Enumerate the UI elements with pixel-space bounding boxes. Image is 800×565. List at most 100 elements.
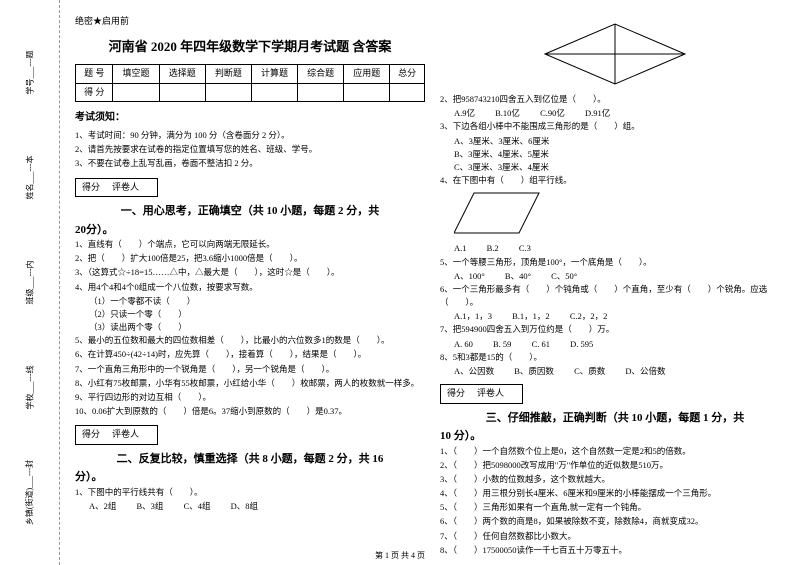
section-2-heading-2: 分）。	[75, 469, 425, 486]
sub-option: A、3厘米、3厘米、6厘米	[454, 135, 790, 148]
opt-a: A、100°	[454, 271, 485, 281]
th: 总分	[390, 65, 425, 84]
scorer-box: 得分 评卷人	[75, 178, 158, 198]
opt-d: D、公倍数	[625, 366, 665, 376]
question: 5、一个等腰三角形，顶角是100°，一个底角是（ ）。	[440, 256, 790, 269]
scorer-box: 得分评卷人	[75, 425, 158, 445]
score-label: 得分	[447, 388, 465, 398]
question: 1、下图中的平行线共有（ ）。	[75, 486, 425, 499]
opt-c: C. 61	[532, 339, 550, 349]
options: A.1，1，3 B.1，1，2 C.2，2，2	[454, 310, 790, 323]
options: A.9亿 B.10亿 C.90亿 D.91亿	[454, 107, 790, 120]
question: 6、一个三角形最多有（ ）个钝角或（ ）个直角，至少有（ ）个锐角。应选（ ）。	[440, 283, 790, 309]
sub-question: （1）一个零都不读（ ）	[89, 295, 425, 308]
opt-a: A、公因数	[454, 366, 494, 376]
secret-label: 绝密★启用前	[75, 15, 425, 29]
question: 9、平行四边形的对边互相（ ）。	[75, 391, 425, 404]
opt-b: B.1，1，2	[512, 311, 550, 321]
opt-c: C、质数	[574, 366, 605, 376]
section-2-questions: 1、下图中的平行线共有（ ）。 A、2组 B、3组 C、4组 D、8组	[75, 486, 425, 513]
options: A.1 B.2 C.3	[454, 242, 790, 255]
binding-field-4: 学校___---线	[24, 366, 35, 410]
marker-label: 评卷人	[112, 182, 139, 192]
rhombus-diagram-icon	[525, 19, 705, 89]
opt-b: B.10亿	[495, 108, 520, 118]
th: 题 号	[76, 65, 113, 84]
marker-label: 评卷人	[112, 429, 139, 439]
question: 6、（ ）两个数的商是8，如果被除数不变，除数除4，商就变成32。	[440, 515, 790, 528]
notice-item: 3、不要在试卷上乱写乱画，卷面不整洁扣 2 分。	[75, 157, 425, 170]
th: 选择题	[159, 65, 205, 84]
question: 1、（ ）一个自然数个位上是0，这个自然数一定是2和5的倍数。	[440, 445, 790, 458]
th: 填空题	[113, 65, 159, 84]
options: A、100° B、40° C、50°	[454, 270, 790, 283]
question: 5、（ ）三角形如果有一个直角,就一定有一个钝角。	[440, 501, 790, 514]
section-3-heading: 三、仔细推敲，正确判断（共 10 小题，每题 1 分，共	[440, 410, 790, 427]
binding-field-2: 姓名___---本	[24, 156, 35, 200]
section-2-questions-cont: 2、把958743210四舍五入到亿位是（ ）。 A.9亿 B.10亿 C.90…	[440, 93, 790, 378]
th: 综合题	[298, 65, 344, 84]
question: 3、（这算式☆÷18=15……△中，△最大是（ ），这时☆是（ ）。	[75, 266, 425, 279]
question: 5、最小的五位数和最大的四位数相差（ ），比最小的六位数多1的数是（ ）。	[75, 334, 425, 347]
opt-a: A. 60	[454, 339, 473, 349]
td	[251, 83, 297, 102]
question: 8、5和3都是15的（ ）。	[440, 351, 790, 364]
td	[390, 83, 425, 102]
question: 1、直线有（ ）个端点，它可以向两端无限延长。	[75, 238, 425, 251]
section-3-questions: 1、（ ）一个自然数个位上是0，这个自然数一定是2和5的倍数。 2、（ ）把50…	[440, 445, 790, 557]
opt-b: B、3组	[137, 501, 164, 511]
question: 7、把594900四舍五入到万位约是（ ）万。	[440, 323, 790, 336]
section-2-heading: 二、反复比较，慎重选择（共 8 小题，每题 2 分，共 16	[75, 451, 425, 468]
question: 7、一个直角三角形中的一个锐角是（ ），另一个锐角是（ ）。	[75, 363, 425, 376]
sub-option: B、3厘米、4厘米、5厘米	[454, 148, 790, 161]
notice-item: 1、考试时间：90 分钟，满分为 100 分（含卷面分 2 分）。	[75, 129, 425, 142]
marker-label: 评卷人	[477, 388, 504, 398]
td	[113, 83, 159, 102]
th: 判断题	[205, 65, 251, 84]
td	[205, 83, 251, 102]
sub-question: （3）读出两个零（ ）	[89, 321, 425, 334]
td: 得 分	[76, 83, 113, 102]
opt-b: B.2	[487, 243, 499, 253]
td	[344, 83, 390, 102]
section-1-heading-2: 20分）。	[75, 222, 425, 239]
opt-a: A、2组	[89, 501, 116, 511]
th: 应用题	[344, 65, 390, 84]
content-area: 绝密★启用前 河南省 2020 年四年级数学下学期月考试题 含答案 题 号 填空…	[60, 0, 800, 565]
opt-a: A.1，1，3	[454, 311, 492, 321]
td	[298, 83, 344, 102]
question: 2、把958743210四舍五入到亿位是（ ）。	[440, 93, 790, 106]
question: 4、（ ）用三根分别长4厘米、6厘米和9厘米的小棒能摆成一个三角形。	[440, 487, 790, 500]
opt-b: B、40°	[505, 271, 531, 281]
binding-field-5: 乡镇(街道)___---封	[24, 460, 35, 525]
opt-d: D.91亿	[585, 108, 610, 118]
parallelogram-icon	[454, 188, 544, 238]
question: 8、小红有75枚邮票，小华有55枚邮票，小红给小华（ ）枚邮票，两人的枚数就一样…	[75, 377, 425, 390]
score-label: 得分	[82, 182, 100, 192]
opt-b: B. 59	[493, 339, 511, 349]
options: A. 60 B. 59 C. 61 D. 595	[454, 338, 790, 351]
opt-d: D、8组	[231, 501, 258, 511]
exam-page: 学号___---题 姓名___---本 班级___---内 学校___---线 …	[0, 0, 800, 565]
notice-item: 2、请首先按要求在试卷的指定位置填写您的姓名、班级、学号。	[75, 143, 425, 156]
opt-d: D. 595	[570, 339, 593, 349]
td	[159, 83, 205, 102]
question: 7、（ ）任何自然数都比小数大。	[440, 530, 790, 543]
notice-heading: 考试须知：	[75, 110, 425, 125]
opt-c: C.90亿	[540, 108, 565, 118]
sub-option: C、3厘米、3厘米、4厘米	[454, 161, 790, 174]
question: 6、在计算450÷(42÷14)时，应先算（ ），接着算（ ），结果是（ ）。	[75, 348, 425, 361]
opt-c: C、4组	[184, 501, 211, 511]
binding-field-1: 学号___---题	[24, 51, 35, 95]
th: 计算题	[251, 65, 297, 84]
section-3-heading-2: 10 分）。	[440, 428, 790, 445]
options: A、2组 B、3组 C、4组 D、8组	[89, 500, 425, 513]
question: 4、用4个4和4个0组成一个八位数，按要求写数。	[75, 281, 425, 294]
page-footer: 第 1 页 共 4 页	[0, 550, 800, 561]
opt-c: C.2，2，2	[570, 311, 608, 321]
exam-title: 河南省 2020 年四年级数学下学期月考试题 含答案	[75, 37, 425, 57]
binding-margin: 学号___---题 姓名___---本 班级___---内 学校___---线 …	[0, 0, 60, 565]
binding-field-3: 班级___---内	[24, 261, 35, 305]
opt-a: A.1	[454, 243, 467, 253]
right-column: 2、把958743210四舍五入到亿位是（ ）。 A.9亿 B.10亿 C.90…	[440, 15, 790, 560]
